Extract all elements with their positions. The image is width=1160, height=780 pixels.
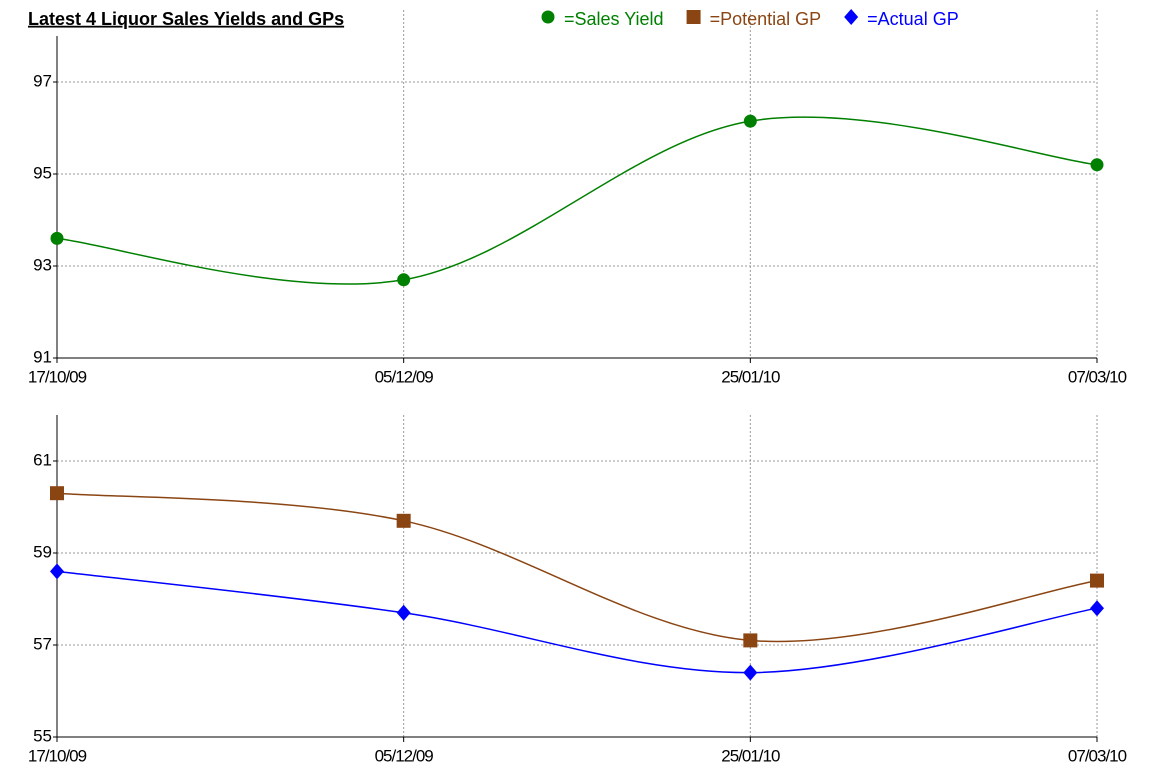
series-line xyxy=(56,116,1098,285)
marker xyxy=(396,513,411,528)
y-tick-label: 61 xyxy=(33,450,52,469)
x-tick-label: 05/12/09 xyxy=(375,746,434,765)
marker xyxy=(743,633,758,648)
y-tick-label: 97 xyxy=(33,71,52,90)
y-tick-label: 59 xyxy=(33,542,52,561)
legend-label: =Sales Yield xyxy=(564,9,664,29)
x-tick-label: 17/10/09 xyxy=(28,746,87,765)
marker xyxy=(743,664,758,681)
marker xyxy=(686,10,701,24)
x-tick-label: 07/03/10 xyxy=(1068,746,1127,765)
marker xyxy=(844,9,859,25)
marker xyxy=(50,231,64,245)
y-tick-label: 55 xyxy=(33,726,52,745)
y-tick-label: 91 xyxy=(33,347,52,366)
series-line xyxy=(56,570,1098,674)
marker xyxy=(1090,600,1104,617)
x-tick-label: 25/01/10 xyxy=(721,367,780,386)
marker xyxy=(396,604,411,621)
marker xyxy=(397,273,411,287)
y-tick-label: 93 xyxy=(33,255,52,274)
series-line xyxy=(56,492,1098,643)
y-tick-label: 57 xyxy=(33,634,52,653)
chart-title: Latest 4 Liquor Sales Yields and GPs xyxy=(28,9,344,29)
marker xyxy=(1090,573,1104,588)
marker xyxy=(50,563,64,580)
y-tick-label: 95 xyxy=(33,163,52,182)
legend-label: =Potential GP xyxy=(710,9,822,29)
marker xyxy=(743,114,757,128)
x-tick-label: 17/10/09 xyxy=(28,367,87,386)
legend-label: =Actual GP xyxy=(867,9,959,29)
marker xyxy=(50,486,64,501)
x-tick-label: 05/12/09 xyxy=(375,367,434,386)
x-tick-label: 07/03/10 xyxy=(1068,367,1127,386)
marker xyxy=(541,10,555,24)
marker xyxy=(1090,158,1104,172)
x-tick-label: 25/01/10 xyxy=(721,746,780,765)
